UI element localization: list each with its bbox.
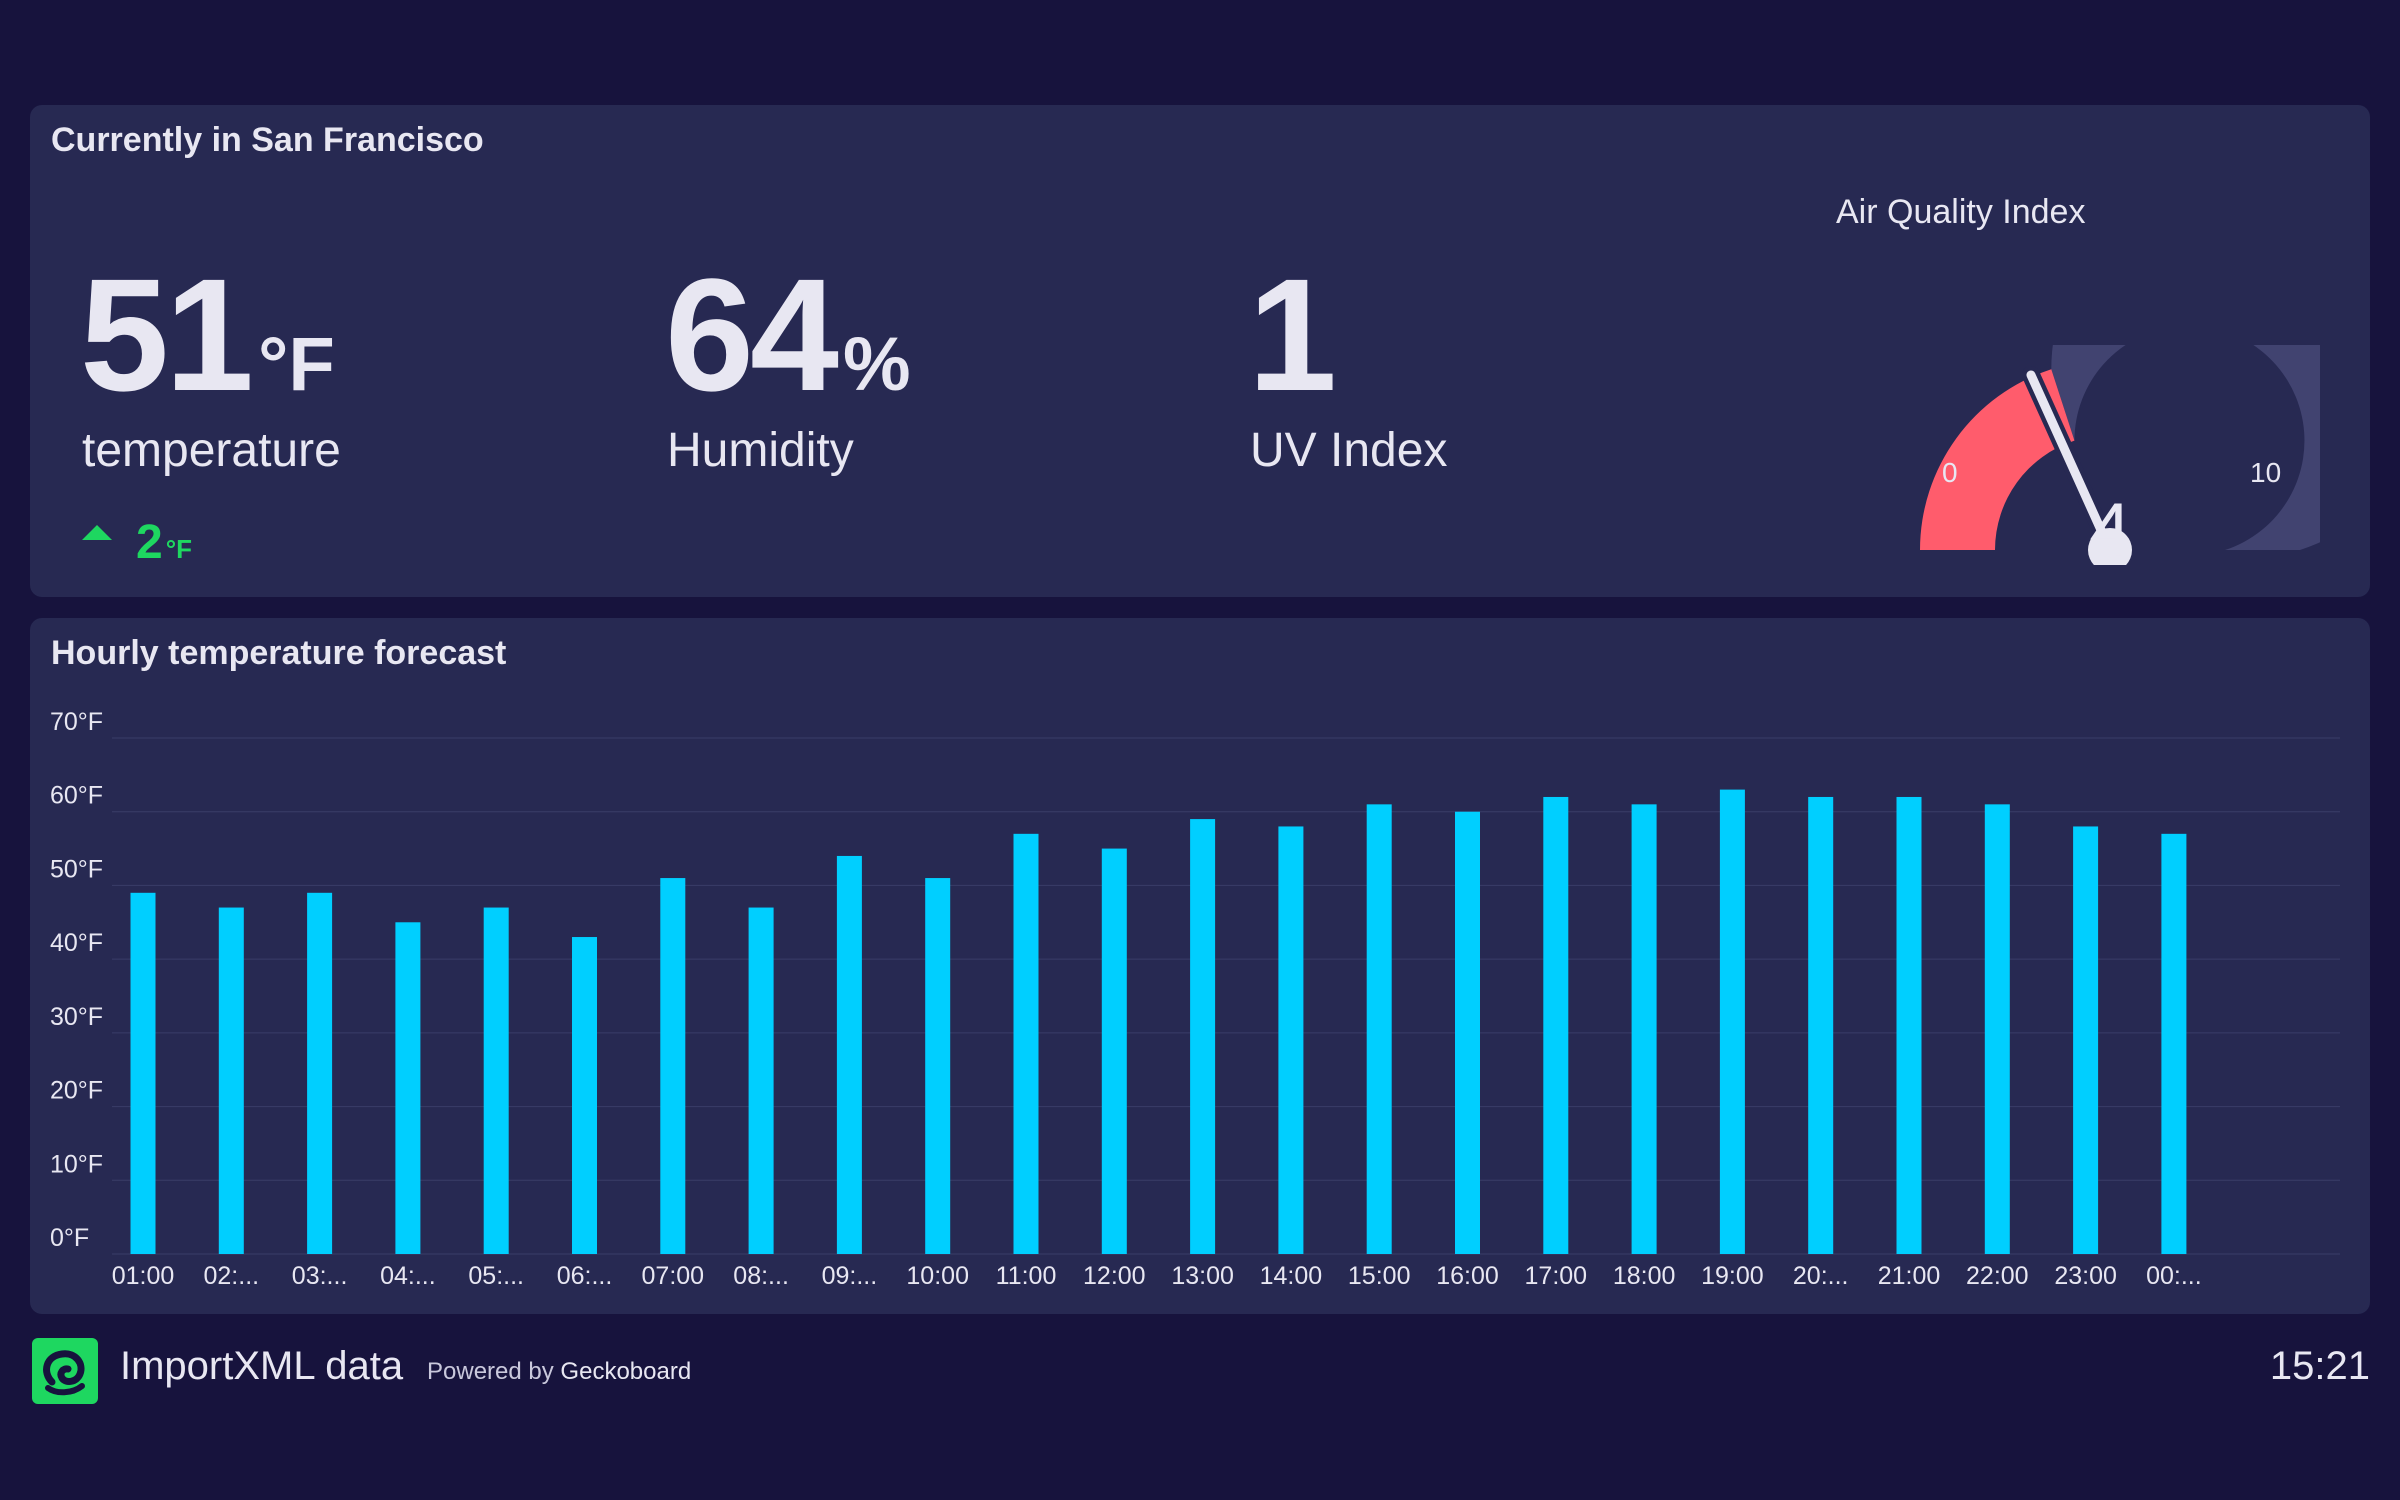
footer-title: ImportXML data	[120, 1344, 404, 1388]
bar	[395, 922, 421, 1254]
forecast-panel: Hourly temperature forecast 0°F 10°F 20°F 3…	[30, 618, 2370, 1314]
y-tick-label: 60°F	[50, 782, 103, 810]
bar	[1543, 796, 1569, 1254]
x-tick-label: 06:...	[557, 1262, 613, 1290]
temperature-value: 51	[80, 245, 254, 424]
x-tick-label: 18:00	[1613, 1262, 1676, 1290]
x-tick-label: 02:...	[204, 1262, 260, 1290]
bar	[660, 878, 686, 1254]
gauge-fill	[1920, 369, 2075, 550]
x-tick-label: 23:00	[2054, 1262, 2117, 1290]
bar	[1101, 848, 1127, 1254]
y-tick-label: 10°F	[50, 1150, 103, 1178]
x-tick-label: 11:00	[996, 1262, 1057, 1290]
forecast-bar-chart: 0°F 10°F 20°F 30°F 40°F 50°F 60°F 70°F 01:00 02:.…	[50, 708, 2340, 1290]
bar	[1984, 804, 2010, 1254]
bar	[2073, 826, 2099, 1254]
bar	[307, 892, 333, 1254]
gauge-track	[2051, 345, 2320, 550]
arrow-up-icon	[82, 525, 112, 540]
x-tick-label: 09:...	[822, 1262, 878, 1290]
footer-powered-by: Powered by Geckoboard	[427, 1358, 691, 1386]
footer-time: 15:21	[2269, 1344, 2370, 1388]
bar	[1808, 796, 1834, 1254]
powered-by-prefix: Powered by	[427, 1358, 554, 1385]
current-panel-title: Currently in San Francisco	[51, 121, 484, 159]
x-tick-label: 22:00	[1966, 1262, 2029, 1290]
x-tick-label: 14:00	[1260, 1262, 1323, 1290]
x-tick-label: 08:...	[733, 1262, 789, 1290]
bar	[130, 892, 156, 1254]
y-tick-label: 20°F	[50, 1077, 103, 1105]
humidity-value: 64	[665, 245, 839, 424]
y-tick-label: 30°F	[50, 1003, 103, 1031]
powered-by-brand: Geckoboard	[560, 1358, 692, 1385]
uv-metric: 1 UV Index	[1248, 255, 1447, 478]
x-tick-label: 04:...	[380, 1262, 436, 1290]
x-tick-label: 17:00	[1525, 1262, 1588, 1290]
humidity-unit: %	[842, 322, 911, 407]
humidity-label: Humidity	[667, 424, 854, 477]
y-tick-label: 70°F	[50, 708, 103, 736]
x-tick-label: 19:00	[1701, 1262, 1764, 1290]
x-tick-label: 16:00	[1436, 1262, 1499, 1290]
temperature-unit: °F	[257, 322, 335, 407]
x-tick-label: 00:...	[2146, 1262, 2202, 1290]
temperature-change-unit: °F	[165, 534, 192, 564]
temperature-label: temperature	[82, 424, 341, 477]
x-tick-label: 15:00	[1348, 1262, 1411, 1290]
bar	[1366, 804, 1392, 1254]
gauge-title: Air Quality Index	[1836, 193, 2086, 231]
bar	[1631, 804, 1657, 1254]
bar	[572, 937, 597, 1254]
humidity-metric: 64% Humidity	[665, 255, 911, 478]
y-tick-label: 40°F	[50, 929, 103, 957]
x-tick-label: 10:00	[906, 1262, 969, 1290]
x-tick-label: 05:...	[468, 1262, 524, 1290]
gauge-min-label: 0	[1942, 457, 1958, 488]
gauge-value: 4	[2088, 488, 2132, 573]
bar	[1013, 833, 1039, 1254]
air-quality-gauge	[1920, 345, 2320, 565]
x-tick-label: 03:...	[292, 1262, 348, 1290]
bar	[1455, 811, 1480, 1254]
bar	[925, 878, 951, 1254]
y-tick-label: 50°F	[50, 855, 103, 883]
current-conditions-panel: Currently in San Francisco 51 °F temperat…	[30, 105, 2370, 597]
bar	[836, 855, 862, 1254]
temperature-change: 2 °F	[82, 515, 192, 570]
forecast-panel-title: Hourly temperature forecast	[51, 634, 507, 672]
temperature-change-value: 2	[136, 516, 163, 569]
bar	[2161, 833, 2187, 1254]
gauge-needle	[2026, 370, 2115, 555]
bar	[1278, 826, 1304, 1254]
bar	[483, 907, 509, 1254]
uv-label: UV Index	[1250, 424, 1448, 477]
x-tick-label: 21:00	[1878, 1262, 1941, 1290]
x-tick-label: 07:00	[642, 1262, 705, 1290]
temperature-metric: 51 °F temperature	[80, 255, 341, 478]
bar	[748, 907, 774, 1254]
bar	[218, 907, 244, 1254]
bar	[1190, 819, 1216, 1254]
gauge-max-label: 10	[2250, 457, 2282, 488]
uv-value: 1	[1248, 245, 1337, 424]
bar	[1896, 796, 1922, 1254]
x-tick-label: 13:00	[1171, 1262, 1234, 1290]
y-tick-label: 0°F	[50, 1224, 89, 1252]
x-tick-label: 20:...	[1793, 1262, 1849, 1290]
x-tick-label: 12:00	[1083, 1262, 1146, 1290]
x-tick-label: 01:00	[112, 1262, 175, 1290]
gauge-needle-hub	[2088, 528, 2132, 565]
geckoboard-logo-icon	[32, 1338, 98, 1404]
bar	[1719, 789, 1745, 1254]
